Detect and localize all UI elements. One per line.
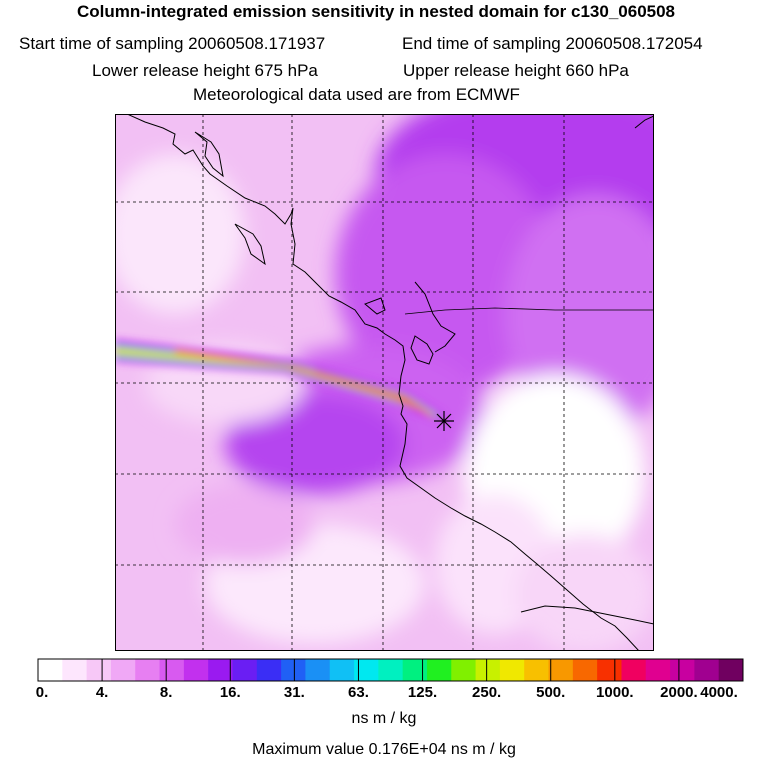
- legend-swatch: [694, 659, 720, 681]
- legend-swatch: [402, 659, 428, 681]
- coastline: [126, 114, 654, 651]
- legend-tick-label: 500.: [536, 684, 566, 701]
- legend-swatch: [499, 659, 525, 681]
- legend-swatch: [451, 659, 477, 681]
- legend-swatch: [232, 659, 258, 681]
- legend-swatch: [208, 659, 233, 681]
- legend-swatch: [548, 659, 574, 681]
- legend-tick-label: 0.: [35, 684, 49, 701]
- map-frame: [115, 114, 654, 651]
- legend-swatch: [378, 659, 404, 681]
- met-data-label: Meteorological data used are from ECMWF: [193, 85, 520, 104]
- legend-swatch: [62, 659, 88, 681]
- legend-tick-label: 8.: [159, 684, 173, 701]
- sensitivity-map: [115, 114, 654, 651]
- legend-swatch: [670, 659, 695, 681]
- legend-swatch: [572, 659, 598, 681]
- max-value-label: Maximum value 0.176E+04 ns m / kg: [252, 741, 516, 758]
- legend-frame: [37, 658, 744, 682]
- boundary-lines: [404, 307, 654, 315]
- upper-height-label: Upper release height 660 hPa: [403, 61, 629, 80]
- lower-height-label: Lower release height 675 hPa: [92, 61, 318, 80]
- legend-swatch: [135, 659, 161, 681]
- legend-swatch: [159, 659, 185, 681]
- legend-swatch: [426, 659, 452, 681]
- legend-swatch: [305, 659, 331, 681]
- emission-plume: [115, 339, 445, 424]
- end-time-label: End time of sampling 20060508.172054: [402, 34, 703, 53]
- start-time-label: Start time of sampling 20060508.171937: [19, 34, 326, 53]
- star-icon: [434, 411, 454, 431]
- page-title: Column-integrated emission sensitivity i…: [76, 2, 676, 21]
- legend-swatch: [38, 659, 63, 681]
- legend-swatch: [645, 659, 671, 681]
- legend-swatch: [718, 659, 744, 681]
- legend-swatch: [86, 659, 112, 681]
- legend-swatch: [329, 659, 355, 681]
- legend-tick-label: 4.: [95, 684, 109, 701]
- legend-tick-label: 31.: [283, 684, 305, 701]
- legend-tick-label: 16.: [219, 684, 241, 701]
- legend-tick-label: 1000.: [596, 684, 634, 701]
- legend-swatch: [110, 659, 136, 681]
- legend-tick-label: 250.: [472, 684, 502, 701]
- legend-swatch: [183, 659, 209, 681]
- legend-swatch: [256, 659, 282, 681]
- legend-swatch: [475, 659, 501, 681]
- legend-swatch: [281, 659, 306, 681]
- legend-swatch: [524, 659, 550, 681]
- legend-tick-label: 125.: [407, 684, 438, 701]
- legend-unit-label: ns m / kg: [351, 710, 417, 727]
- legend-swatch: [354, 659, 379, 681]
- color-legend-bar: [37, 658, 744, 682]
- legend-tick-label: 63.: [348, 684, 369, 701]
- legend-swatch: [597, 659, 622, 681]
- legend-tick-label: 4000.: [700, 684, 738, 701]
- legend-tick-label: 2000.: [660, 684, 698, 701]
- legend-swatch: [621, 659, 647, 681]
